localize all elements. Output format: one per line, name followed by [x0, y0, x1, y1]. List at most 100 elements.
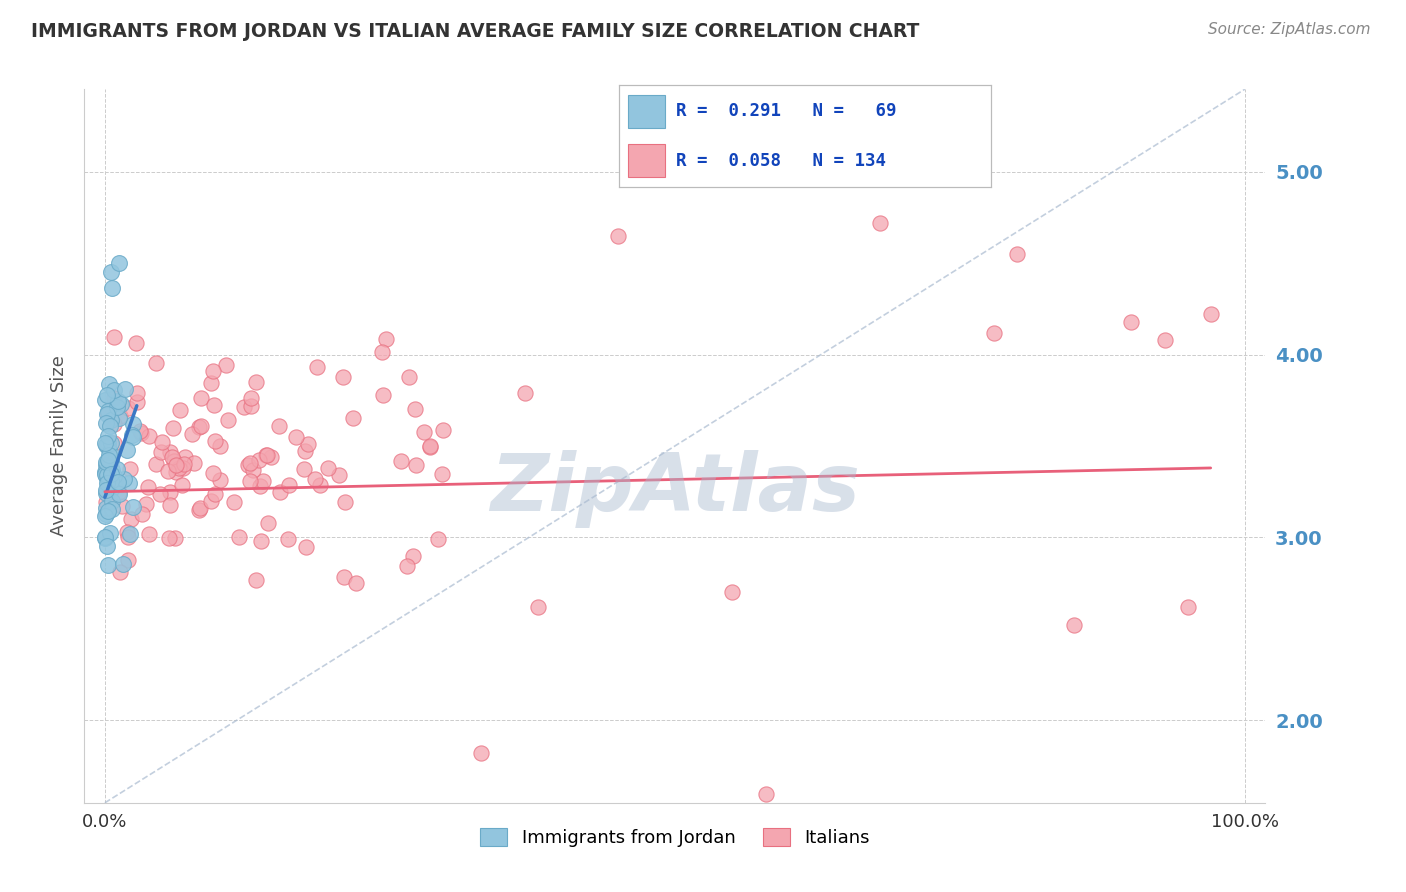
Point: [125, 394, 148, 409]
Point: [117, 442, 139, 457]
Point: [249, 533, 271, 548]
Point: [136, 480, 159, 494]
Point: [94, 530, 117, 544]
Point: [96, 408, 118, 422]
Point: [96, 540, 118, 554]
Point: [94, 531, 117, 545]
Point: [100, 452, 122, 467]
Point: [371, 345, 394, 359]
Point: [239, 456, 262, 470]
Point: [204, 434, 226, 448]
Point: [188, 419, 211, 434]
Point: [165, 458, 187, 472]
Point: [419, 439, 441, 453]
Point: [202, 398, 225, 412]
Point: [134, 497, 156, 511]
Text: ZipAtlas: ZipAtlas: [489, 450, 860, 528]
Point: [294, 443, 316, 458]
Point: [98, 526, 121, 541]
Point: [245, 573, 267, 587]
Point: [470, 747, 492, 761]
Point: [96, 475, 118, 490]
Point: [145, 457, 167, 471]
Point: [305, 359, 328, 374]
Point: [236, 458, 259, 472]
Point: [1199, 307, 1222, 321]
Point: [396, 559, 419, 574]
Point: [160, 450, 183, 464]
Point: [432, 423, 454, 437]
Point: [157, 464, 180, 478]
Point: [721, 585, 744, 599]
Point: [101, 494, 124, 508]
Point: [181, 427, 204, 442]
Point: [527, 600, 550, 615]
Point: [188, 501, 211, 516]
Point: [128, 425, 150, 439]
Point: [169, 402, 191, 417]
Point: [111, 500, 134, 514]
Point: [97, 436, 120, 450]
Point: [228, 531, 250, 545]
Point: [173, 457, 195, 471]
Point: [121, 428, 143, 442]
Point: [344, 575, 367, 590]
Point: [105, 462, 128, 476]
Point: [162, 421, 184, 435]
Point: [97, 474, 120, 488]
Point: [97, 449, 120, 463]
Point: [269, 485, 291, 500]
Point: [267, 418, 290, 433]
Point: [94, 467, 117, 481]
Point: [96, 388, 118, 402]
Point: [316, 461, 339, 475]
Y-axis label: Average Family Size: Average Family Size: [49, 356, 67, 536]
Point: [412, 425, 434, 440]
Point: [103, 391, 125, 405]
Point: [115, 525, 138, 540]
Point: [94, 436, 117, 450]
Point: [110, 397, 132, 411]
Point: [94, 500, 117, 515]
Point: [1154, 333, 1177, 347]
Point: [277, 477, 299, 491]
Point: [375, 332, 398, 346]
Point: [260, 450, 283, 464]
Point: [404, 402, 426, 417]
Point: [163, 531, 186, 545]
Point: [202, 466, 225, 480]
Point: [800, 164, 823, 178]
Point: [96, 416, 118, 430]
Point: [242, 463, 264, 477]
Point: [159, 499, 181, 513]
Point: [427, 532, 450, 546]
Text: IMMIGRANTS FROM JORDAN VS ITALIAN AVERAGE FAMILY SIZE CORRELATION CHART: IMMIGRANTS FROM JORDAN VS ITALIAN AVERAG…: [31, 22, 920, 41]
Point: [118, 461, 141, 475]
Point: [124, 336, 146, 351]
Point: [96, 468, 118, 483]
Point: [100, 474, 122, 488]
Point: [125, 386, 148, 401]
Point: [294, 462, 316, 476]
Point: [150, 444, 173, 458]
Point: [98, 377, 121, 392]
Point: [232, 400, 254, 414]
Point: [117, 552, 139, 566]
Point: [163, 454, 186, 468]
Text: R =  0.291   N =   69: R = 0.291 N = 69: [676, 103, 897, 120]
Point: [121, 500, 143, 514]
Point: [308, 478, 330, 492]
Point: [150, 434, 173, 449]
Point: [100, 467, 122, 481]
Point: [97, 407, 120, 421]
Point: [419, 440, 441, 454]
Point: [98, 419, 121, 434]
Point: [104, 475, 127, 489]
Point: [1063, 618, 1085, 632]
Point: [204, 487, 226, 501]
Bar: [628, 95, 665, 128]
Point: [96, 464, 118, 478]
Point: [121, 430, 143, 444]
Point: [190, 418, 212, 433]
Point: [342, 411, 364, 425]
